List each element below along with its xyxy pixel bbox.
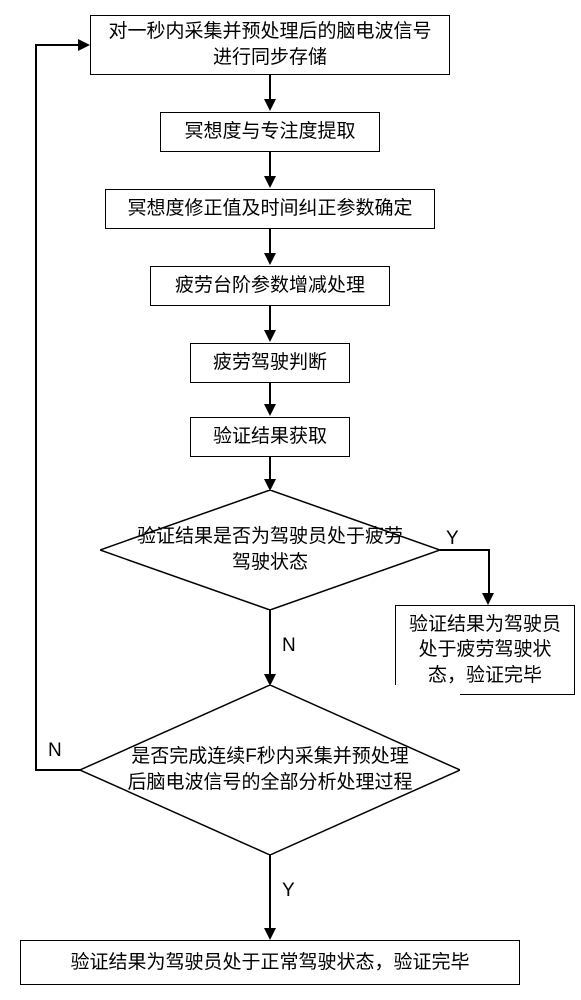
- node-label: 疲劳台阶参数增减处理: [175, 273, 365, 299]
- edge: [269, 75, 271, 100]
- arrowhead-icon: [264, 176, 276, 188]
- edge-label-y: Y: [446, 528, 459, 550]
- node-sync-store: 对一秒内采集并预处理后的脑电波信号进行同步存储: [90, 15, 450, 75]
- node-label: 疲劳驾驶判断: [213, 350, 327, 376]
- node-label: 冥想度修正值及时间纠正参数确定: [127, 196, 412, 222]
- decision-fatigue-state: 验证结果是否为驾驶员处于疲劳驾驶状态: [100, 490, 440, 610]
- node-result-normal: 验证结果为驾驶员处于正常驾驶状态，验证完毕: [20, 940, 520, 985]
- arrowhead-icon: [264, 330, 276, 342]
- node-label: 验证结果为驾驶员处于正常驾驶状态，验证完毕: [70, 950, 469, 976]
- node-step-process: 疲劳台阶参数增减处理: [150, 266, 390, 306]
- arrowhead-icon: [264, 253, 276, 265]
- arrowhead-icon: [264, 404, 276, 416]
- node-correction: 冥想度修正值及时间纠正参数确定: [105, 189, 435, 229]
- node-fatigue-judge: 疲劳驾驶判断: [190, 343, 350, 383]
- arrowhead-icon: [264, 674, 276, 686]
- edge: [488, 549, 490, 594]
- node-extract: 冥想度与专注度提取: [160, 112, 380, 152]
- arrowhead-icon: [264, 928, 276, 940]
- arrowhead-icon: [264, 99, 276, 111]
- node-label: 验证结果获取: [213, 424, 327, 450]
- arrowhead-icon: [78, 39, 90, 51]
- edge-label-n: N: [282, 635, 296, 657]
- decision-label: 是否完成连续F秒内采集并预处理后脑电波信号的全部分析处理过程: [126, 744, 414, 795]
- edge: [269, 610, 271, 675]
- decision-label: 验证结果是否为驾驶员处于疲劳驾驶状态: [134, 524, 406, 575]
- edge: [35, 769, 80, 771]
- edge-label-n: N: [48, 740, 62, 762]
- edge: [269, 457, 271, 481]
- edge: [35, 44, 37, 771]
- edge: [269, 855, 271, 929]
- edge: [269, 229, 271, 254]
- edge: [269, 152, 271, 177]
- edge: [269, 306, 271, 331]
- decision-complete: 是否完成连续F秒内采集并预处理后脑电波信号的全部分析处理过程: [80, 685, 460, 855]
- node-label: 验证结果为驾驶员处于疲劳驾驶状态，验证完毕: [406, 612, 564, 689]
- flowchart-container: 对一秒内采集并预处理后的脑电波信号进行同步存储 冥想度与专注度提取 冥想度修正值…: [0, 0, 581, 1000]
- arrowhead-icon: [482, 593, 494, 605]
- node-result-fatigue: 验证结果为驾驶员处于疲劳驾驶状态，验证完毕: [395, 605, 575, 695]
- edge: [269, 383, 271, 405]
- edge-label-y: Y: [282, 880, 295, 902]
- edge: [35, 44, 79, 46]
- node-label: 对一秒内采集并预处理后的脑电波信号进行同步存储: [101, 19, 439, 70]
- node-verify-get: 验证结果获取: [190, 417, 350, 457]
- arrowhead-icon: [264, 479, 276, 491]
- node-label: 冥想度与专注度提取: [184, 119, 355, 145]
